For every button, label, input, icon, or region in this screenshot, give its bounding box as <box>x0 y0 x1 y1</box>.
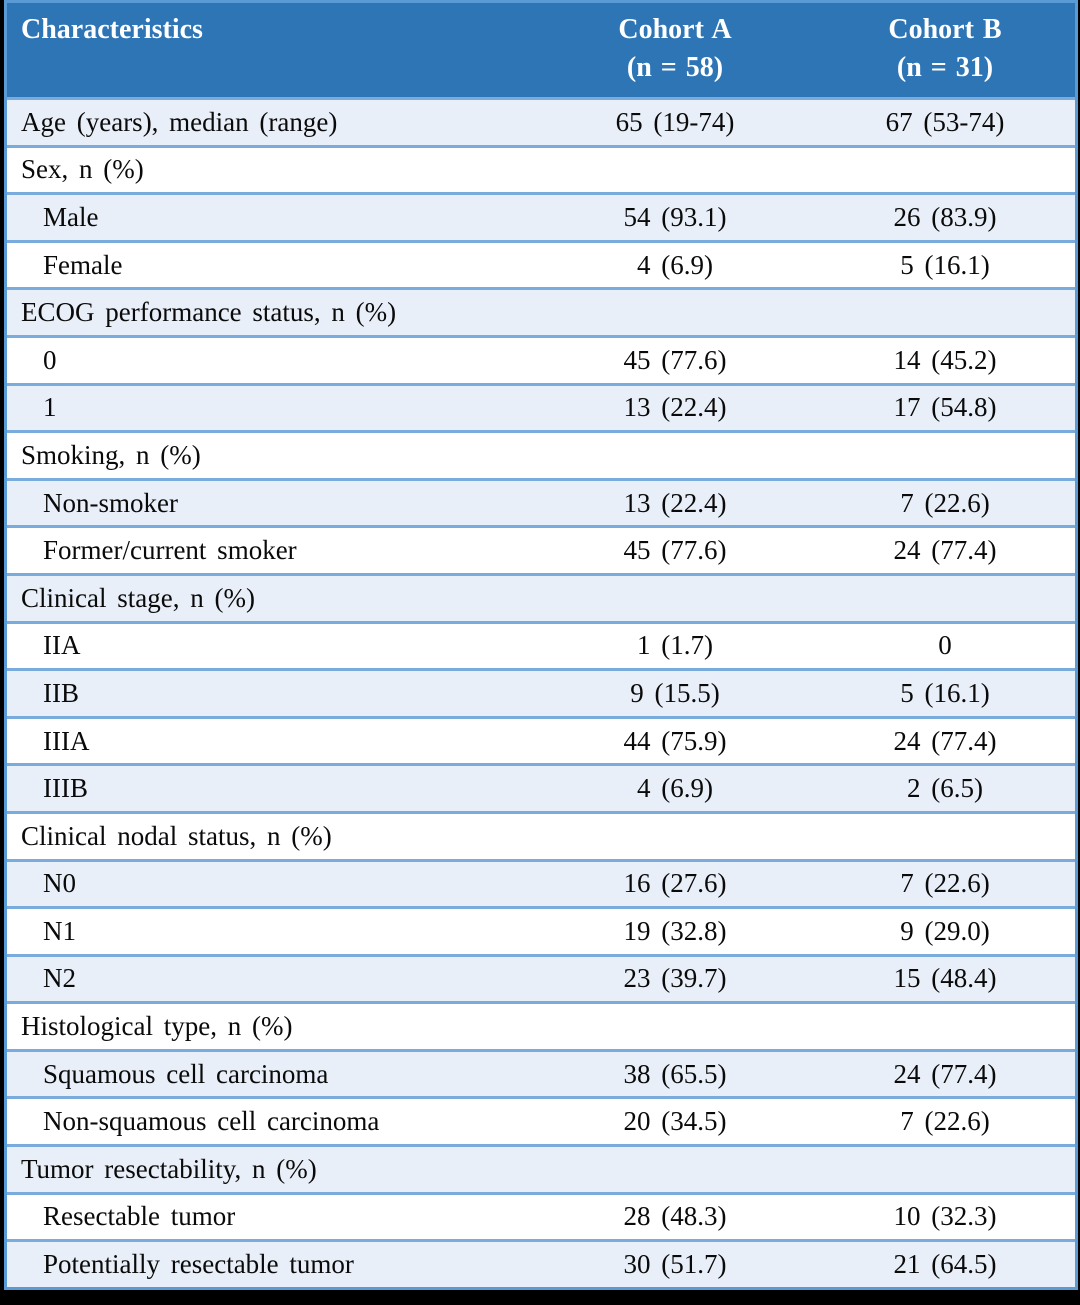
characteristics-table: Characteristics Cohort A (n = 58) Cohort… <box>4 0 1078 1290</box>
table-row: IIA 1 (1.7) 0 <box>7 620 1075 669</box>
cohort-a-value-cell: 45 (77.6) <box>623 344 727 375</box>
cohort-b-value-cell: 10 (32.3) <box>893 1201 997 1232</box>
cohort-a-value-cell: 4 (6.9) <box>637 249 713 280</box>
row-label-cell: Potentially resectable tumor <box>43 1249 354 1280</box>
cohort-a-name: Cohort A <box>618 14 732 45</box>
row-label-cell: Age (years), median (range) <box>21 106 338 137</box>
cohort-b-value-cell: 21 (64.5) <box>893 1249 997 1280</box>
table-row: Sex, n (%) <box>7 144 1075 193</box>
cohort-b-value-cell: 9 (29.0) <box>900 915 990 946</box>
cohort-b-value-cell: 17 (54.8) <box>893 392 997 423</box>
table-header-row: Characteristics Cohort A (n = 58) Cohort… <box>7 3 1075 97</box>
cohort-b-value-cell: 5 (16.1) <box>900 249 990 280</box>
row-label-cell: N1 <box>43 915 76 946</box>
row-label-cell: N0 <box>43 868 76 899</box>
table-row: N0 16 (27.6) 7 (22.6) <box>7 858 1075 907</box>
table-row: Age (years), median (range) 65 (19-74) 6… <box>7 97 1075 145</box>
table-row: Smoking, n (%) <box>7 430 1075 478</box>
cohort-b-value-cell: 5 (16.1) <box>900 677 990 708</box>
table-row: IIIB 4 (6.9) 2 (6.5) <box>7 763 1075 811</box>
row-label-cell: ECOG performance status, n (%) <box>21 297 397 328</box>
row-label-cell: 1 <box>43 392 57 423</box>
table-row: 1 13 (22.4) 17 (54.8) <box>7 382 1075 431</box>
table-row: Potentially resectable tumor 30 (51.7) 2… <box>7 1239 1075 1287</box>
cohort-b-value-cell: 2 (6.5) <box>907 773 983 804</box>
row-label-cell: Male <box>43 201 99 232</box>
row-label-cell: Tumor resectability, n (%) <box>21 1153 317 1184</box>
row-label-cell: IIB <box>43 677 79 708</box>
cohort-a-sample-size: (n = 58) <box>626 52 724 83</box>
cohort-b-value-cell: 14 (45.2) <box>893 344 997 375</box>
table-row: 0 45 (77.6) 14 (45.2) <box>7 334 1075 383</box>
cohort-a-value-cell: 4 (6.9) <box>637 773 713 804</box>
cohort-b-value-cell: 24 (77.4) <box>893 535 997 566</box>
row-label-cell: Smoking, n (%) <box>21 439 201 470</box>
table-row: Tumor resectability, n (%) <box>7 1144 1075 1192</box>
table-row: Resectable tumor 28 (48.3) 10 (32.3) <box>7 1191 1075 1240</box>
table-row: Histological type, n (%) <box>7 1001 1075 1049</box>
cohort-b-value-cell: 7 (22.6) <box>900 868 990 899</box>
cohort-a-value-cell: 45 (77.6) <box>623 535 727 566</box>
cohort-a-value-cell: 13 (22.4) <box>623 487 727 518</box>
table-row: Non-smoker 13 (22.4) 7 (22.6) <box>7 477 1075 526</box>
table-row: Male 54 (93.1) 26 (83.9) <box>7 192 1075 240</box>
cohort-a-value-cell: 28 (48.3) <box>623 1201 727 1232</box>
column-header-cohort-a: Cohort A (n = 58) <box>535 3 815 97</box>
cohort-a-value-cell: 13 (22.4) <box>623 392 727 423</box>
cohort-a-value-cell: 30 (51.7) <box>623 1249 727 1280</box>
table-row: Female 4 (6.9) 5 (16.1) <box>7 239 1075 288</box>
cohort-a-value-cell: 54 (93.1) <box>623 201 727 232</box>
cohort-b-value-cell: 26 (83.9) <box>893 201 997 232</box>
characteristics-header-label: Characteristics <box>21 14 203 45</box>
cohort-a-value-cell: 9 (15.5) <box>630 677 720 708</box>
cohort-b-value-cell: 0 <box>938 630 952 661</box>
table-body: Age (years), median (range) 65 (19-74) 6… <box>7 97 1075 1287</box>
row-label-cell: Non-smoker <box>43 487 178 518</box>
row-label-cell: IIA <box>43 630 81 661</box>
cohort-b-sample-size: (n = 31) <box>896 52 994 83</box>
cohort-a-value-cell: 23 (39.7) <box>623 963 727 994</box>
row-label-cell: N2 <box>43 963 76 994</box>
table-row: Clinical nodal status, n (%) <box>7 810 1075 859</box>
column-header-cohort-b: Cohort B (n = 31) <box>815 3 1075 97</box>
cohort-b-value-cell: 15 (48.4) <box>893 963 997 994</box>
row-label-cell: Former/current smoker <box>43 535 297 566</box>
row-label-cell: IIIA <box>43 725 90 756</box>
row-label-cell: Clinical stage, n (%) <box>21 582 255 613</box>
table-row: N1 19 (32.8) 9 (29.0) <box>7 906 1075 954</box>
table-row: Former/current smoker 45 (77.6) 24 (77.4… <box>7 525 1075 573</box>
cohort-a-value-cell: 19 (32.8) <box>623 915 727 946</box>
row-label-cell: Clinical nodal status, n (%) <box>21 820 332 851</box>
row-label-cell: Histological type, n (%) <box>21 1011 293 1042</box>
table-row: IIB 9 (15.5) 5 (16.1) <box>7 668 1075 716</box>
cohort-b-value-cell: 24 (77.4) <box>893 1058 997 1089</box>
cohort-a-value-cell: 16 (27.6) <box>623 868 727 899</box>
row-label-cell: Squamous cell carcinoma <box>43 1058 329 1089</box>
cohort-a-value-cell: 65 (19-74) <box>615 106 735 137</box>
row-label-cell: Sex, n (%) <box>21 154 144 185</box>
cohort-a-value-cell: 38 (65.5) <box>623 1058 727 1089</box>
cohort-b-value-cell: 24 (77.4) <box>893 725 997 756</box>
table-row: Clinical stage, n (%) <box>7 572 1075 621</box>
row-label-cell: Female <box>43 249 123 280</box>
cohort-b-value-cell: 7 (22.6) <box>900 487 990 518</box>
table-row: Squamous cell carcinoma 38 (65.5) 24 (77… <box>7 1048 1075 1097</box>
cohort-b-value-cell: 67 (53-74) <box>885 106 1005 137</box>
column-header-characteristics: Characteristics <box>7 3 535 97</box>
cohort-b-name: Cohort B <box>888 14 1002 45</box>
cohort-a-value-cell: 1 (1.7) <box>637 630 713 661</box>
row-label-cell: Resectable tumor <box>43 1201 236 1232</box>
cohort-a-value-cell: 44 (75.9) <box>623 725 727 756</box>
table-row: IIIA 44 (75.9) 24 (77.4) <box>7 715 1075 764</box>
cohort-a-value-cell: 20 (34.5) <box>623 1106 727 1137</box>
row-label-cell: 0 <box>43 344 57 375</box>
table-row: ECOG performance status, n (%) <box>7 287 1075 335</box>
row-label-cell: IIIB <box>43 773 88 804</box>
cohort-b-value-cell: 7 (22.6) <box>900 1106 990 1137</box>
row-label-cell: Non-squamous cell carcinoma <box>43 1106 380 1137</box>
table-row: Non-squamous cell carcinoma 20 (34.5) 7 … <box>7 1096 1075 1145</box>
table-row: N2 23 (39.7) 15 (48.4) <box>7 953 1075 1002</box>
